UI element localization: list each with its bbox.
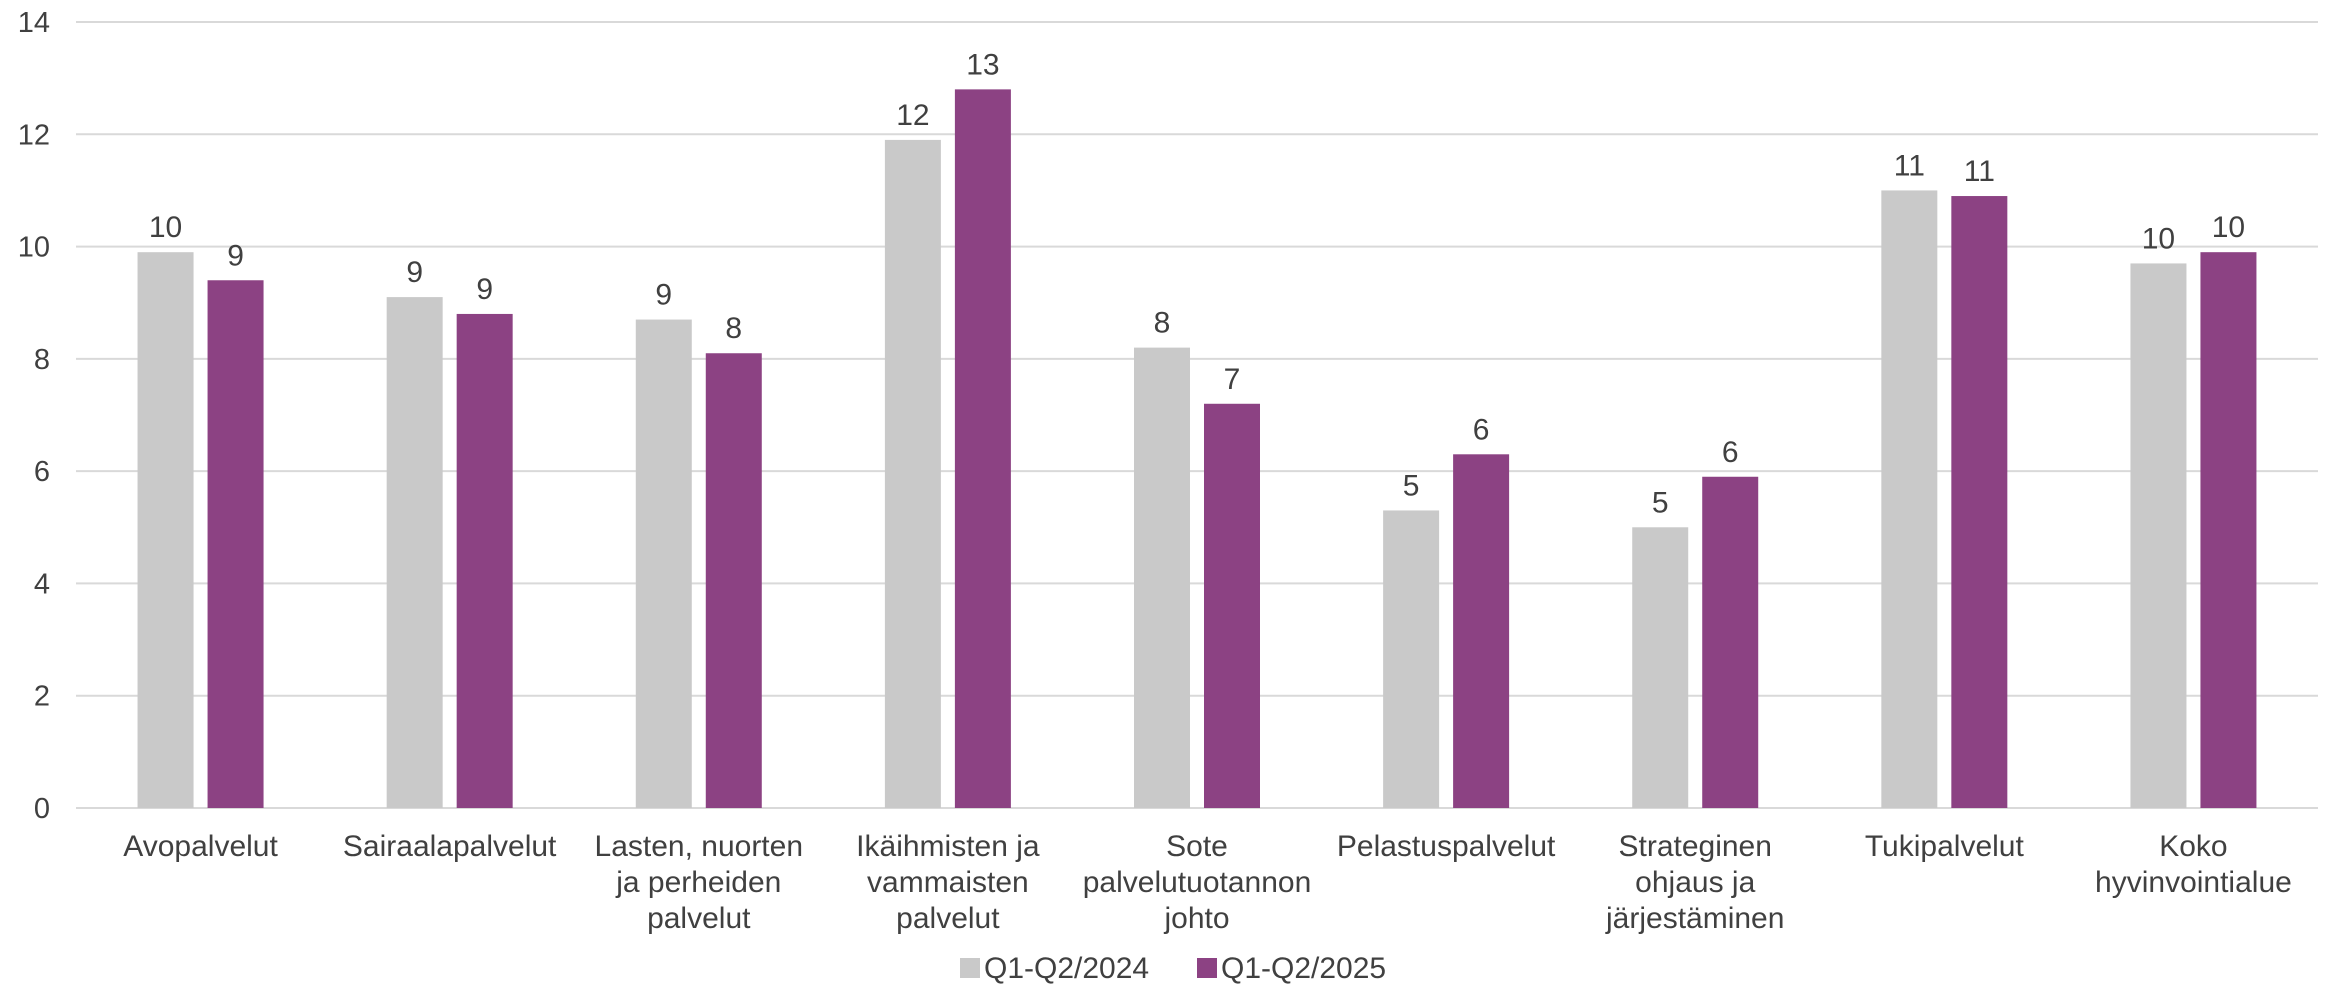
bar-q1-q2-2025 bbox=[2200, 252, 2257, 808]
bar-q1-q2-2025 bbox=[954, 89, 1011, 808]
x-tick-label: palvelut bbox=[647, 902, 751, 935]
data-label: 12 bbox=[896, 99, 929, 132]
data-label: 10 bbox=[149, 211, 182, 244]
data-label: 11 bbox=[1964, 155, 1995, 188]
x-tick-label: järjestäminen bbox=[1605, 902, 1784, 935]
x-tick-label: johto bbox=[1163, 902, 1229, 935]
legend-swatch bbox=[1197, 958, 1217, 978]
bar-q1-q2-2024 bbox=[386, 297, 443, 808]
x-tick-label: palvelutuotannon bbox=[1083, 866, 1312, 899]
legend-label: Q1-Q2/2024 bbox=[984, 952, 1149, 985]
data-label: 9 bbox=[655, 279, 672, 312]
data-label: 10 bbox=[2212, 211, 2245, 244]
x-tick-label: Lasten, nuorten bbox=[595, 830, 804, 863]
data-label: 11 bbox=[1894, 149, 1925, 182]
y-axis-ticks: 0 2 4 6 8 10 12 14 bbox=[18, 7, 50, 825]
x-tick-label: Tukipalvelut bbox=[1865, 830, 2025, 863]
data-label: 6 bbox=[1473, 413, 1490, 446]
x-tick-label: vammaisten bbox=[867, 866, 1029, 899]
legend: Q1-Q2/2024 Q1-Q2/2025 bbox=[960, 952, 1386, 985]
bar-q1-q2-2024 bbox=[635, 319, 692, 808]
y-tick-label: 6 bbox=[34, 456, 50, 488]
bar-q1-q2-2024 bbox=[137, 252, 194, 808]
bar-q1-q2-2025 bbox=[456, 313, 513, 808]
data-label: 9 bbox=[227, 239, 244, 272]
y-tick-label: 10 bbox=[18, 232, 50, 264]
bar-q1-q2-2025 bbox=[1204, 403, 1260, 808]
x-tick-label: Koko bbox=[2159, 830, 2227, 863]
bar-q1-q2-2025 bbox=[207, 280, 264, 808]
data-label: 8 bbox=[1154, 307, 1171, 340]
x-tick-label: Sairaalapalvelut bbox=[343, 830, 557, 863]
x-axis-categories: Avopalvelut Sairaalapalvelut Lasten, nuort… bbox=[123, 830, 2292, 935]
x-tick-label: Sote bbox=[1166, 830, 1228, 863]
x-tick-label: Strateginen bbox=[1618, 830, 1771, 863]
bar-q1-q2-2025 bbox=[1453, 454, 1510, 808]
bar-q1-q2-2025 bbox=[1951, 196, 2008, 809]
data-label: 5 bbox=[1652, 486, 1669, 519]
x-tick-label: Ikäihmisten ja bbox=[856, 830, 1040, 863]
x-tick-label: hyvinvointialue bbox=[2095, 866, 2292, 899]
data-label: 13 bbox=[966, 48, 999, 81]
x-tick-label: ohjaus ja bbox=[1635, 866, 1755, 899]
bar-q1-q2-2024 bbox=[1134, 347, 1190, 808]
x-tick-label: palvelut bbox=[896, 902, 1000, 935]
y-tick-label: 2 bbox=[34, 681, 50, 713]
x-tick-label: ja perheiden bbox=[615, 866, 781, 899]
legend-label: Q1-Q2/2025 bbox=[1221, 952, 1386, 985]
x-tick-label: Pelastuspalvelut bbox=[1337, 830, 1556, 863]
data-label: 6 bbox=[1722, 436, 1739, 469]
gridlines bbox=[76, 21, 2318, 809]
y-tick-label: 4 bbox=[34, 568, 50, 600]
data-label: 8 bbox=[725, 312, 742, 345]
data-label: 10 bbox=[2142, 222, 2175, 255]
bar-q1-q2-2025 bbox=[1702, 476, 1759, 808]
legend-swatch bbox=[960, 958, 980, 978]
bars bbox=[137, 89, 2257, 809]
y-tick-label: 0 bbox=[34, 793, 50, 825]
y-tick-label: 8 bbox=[34, 344, 50, 376]
bar-q1-q2-2024 bbox=[1632, 527, 1689, 808]
bar-q1-q2-2024 bbox=[2130, 263, 2187, 808]
y-tick-label: 14 bbox=[18, 7, 50, 39]
bar-q1-q2-2025 bbox=[705, 353, 762, 808]
y-tick-label: 12 bbox=[18, 119, 50, 151]
x-tick-label: Avopalvelut bbox=[123, 830, 278, 863]
data-label: 9 bbox=[406, 256, 423, 289]
bar-q1-q2-2024 bbox=[1383, 510, 1440, 808]
bar-q1-q2-2024 bbox=[1881, 190, 1938, 808]
data-label: 9 bbox=[476, 273, 493, 306]
data-label: 5 bbox=[1403, 469, 1420, 502]
bar-q1-q2-2024 bbox=[884, 139, 941, 808]
data-labels: 10 9 9 9 9 8 12 13 8 7 5 6 5 6 11 11 10 10 bbox=[149, 48, 2245, 519]
data-label: 7 bbox=[1224, 363, 1241, 396]
